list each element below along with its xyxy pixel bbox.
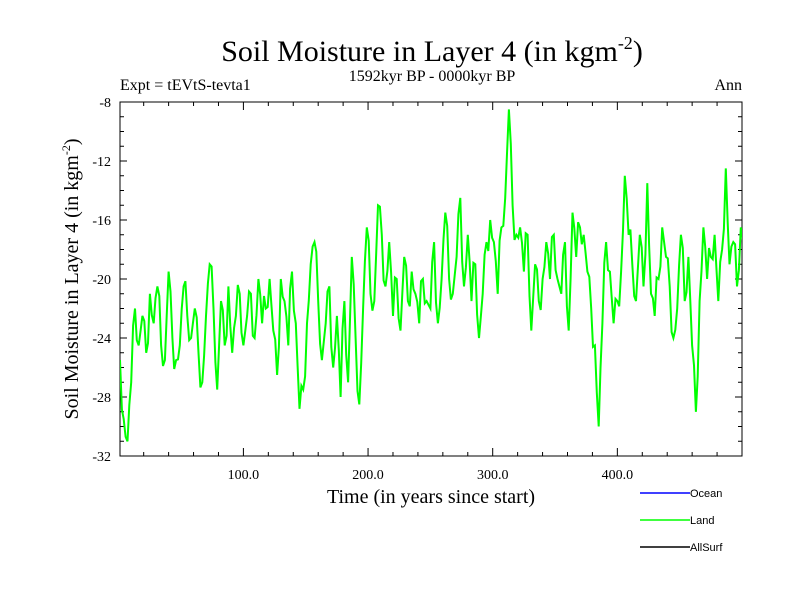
legend-label-ocean: Ocean	[690, 488, 722, 500]
legend-label-allsurf: AllSurf	[690, 542, 723, 554]
season-label: Ann	[714, 77, 742, 94]
series-line-land	[120, 109, 742, 442]
y-axis: -32 -28 -24 -20 -16 -12 -8	[92, 96, 742, 465]
y-tick-label: -28	[92, 391, 111, 406]
legend: Ocean Land AllSurf	[640, 488, 723, 554]
y-tick-label: -12	[92, 155, 111, 170]
y-tick-label: -24	[92, 332, 111, 347]
experiment-label: Expt = tEVtS-tevta1	[120, 77, 251, 94]
x-tick-label: 300.0	[477, 468, 509, 483]
x-tick-label: 100.0	[228, 468, 260, 483]
x-tick-label: 200.0	[352, 468, 384, 483]
x-axis-label: Time (in years since start)	[327, 486, 535, 508]
y-tick-label: -16	[92, 214, 111, 229]
y-axis-label: Soil Moisture in Layer 4 (in kgm-2)	[59, 138, 83, 419]
y-tick-label: -8	[99, 96, 111, 111]
period-label: 1592kyr BP - 0000kyr BP	[349, 68, 516, 85]
chart-title: Soil Moisture in Layer 4 (in kgm-2)	[221, 33, 643, 68]
y-tick-label: -20	[92, 273, 111, 288]
legend-label-land: Land	[690, 515, 714, 527]
x-axis: 100.0 200.0 300.0 400.0	[143, 102, 718, 483]
x-tick-label: 400.0	[602, 468, 634, 483]
y-tick-label: -32	[92, 450, 111, 465]
